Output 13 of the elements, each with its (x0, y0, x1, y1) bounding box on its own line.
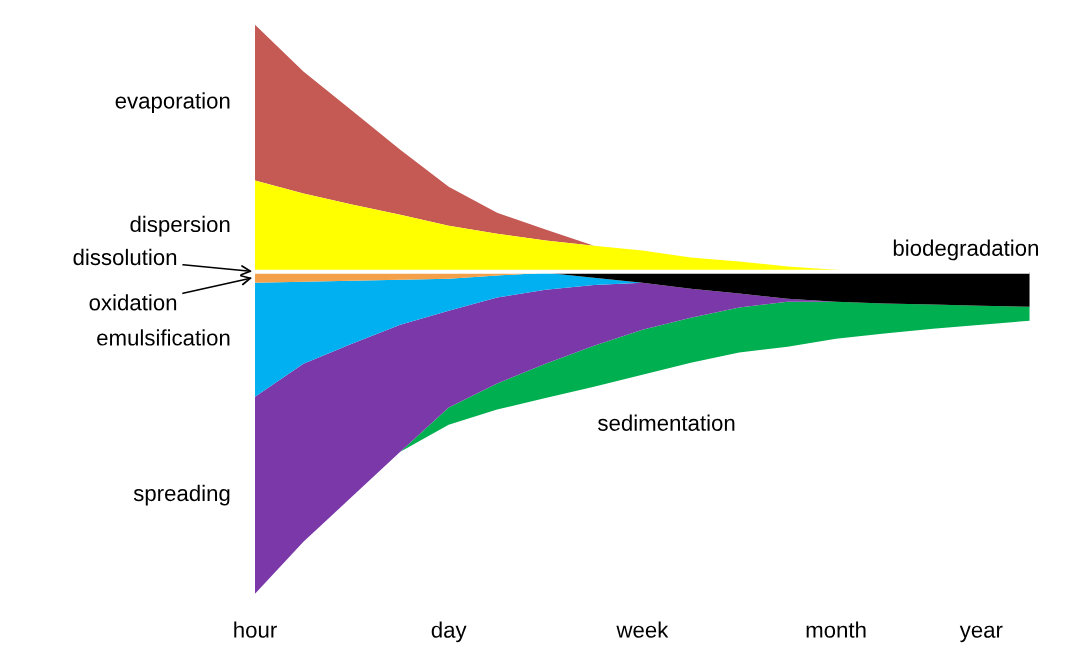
series-label: sedimentation (598, 414, 735, 431)
series-label: emulsification (97, 329, 230, 346)
x-tick-label: year (959, 625, 1003, 643)
text: dissolution (73, 248, 177, 266)
series-label: biodegradation (893, 239, 1038, 261)
x-tick-label: day (431, 621, 467, 643)
series-label: evaporation (115, 92, 230, 114)
text: oxidation (89, 294, 177, 311)
series-label: dispersion (130, 215, 230, 237)
x-tick-label: hour (234, 621, 277, 638)
series-label: spreading (133, 484, 230, 506)
x-tick-label: week (616, 621, 669, 638)
x-tick-label: month (806, 621, 866, 638)
